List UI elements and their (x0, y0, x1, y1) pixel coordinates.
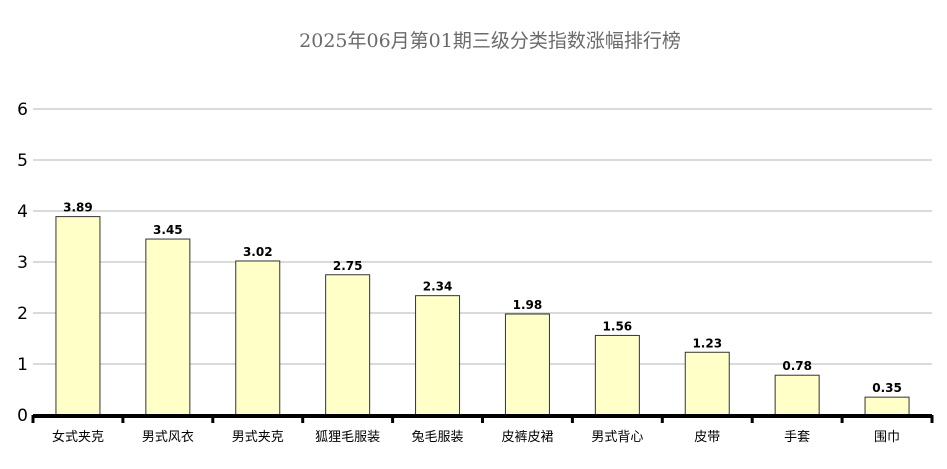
x-tick-label: 男式风衣 (142, 429, 194, 445)
bar (684, 351, 730, 416)
data-label: 1.56 (603, 319, 633, 333)
data-label: 0.35 (872, 381, 902, 395)
data-label: 2.75 (333, 259, 363, 273)
x-axis-ticks: 女式夹克 男式风衣 男式夹克 狐狸毛服装 兔毛服装 皮裤皮裙 男式背心 皮带 手套 围巾 (52, 429, 900, 445)
y-tick-label: 2 (17, 304, 28, 324)
x-tick-label: 男式背心 (591, 430, 643, 445)
data-label: 1.23 (692, 336, 722, 350)
bars (55, 216, 910, 416)
bar (235, 260, 281, 416)
bar (594, 334, 640, 416)
chart-title: 2025年06月第01期三级分类指数涨幅排行榜 (299, 30, 681, 52)
y-tick-label: 5 (17, 151, 28, 171)
y-axis-ticks: 0 1 2 3 4 5 6 (17, 100, 28, 426)
data-label: 3.45 (153, 223, 183, 237)
y-tick-label: 4 (17, 202, 28, 222)
y-tick-label: 6 (17, 100, 28, 120)
data-label: 3.02 (243, 245, 273, 259)
bar (55, 216, 101, 416)
data-label: 2.34 (423, 280, 453, 294)
x-axis (31, 414, 934, 423)
x-tick-label: 手套 (784, 429, 810, 445)
bar (504, 313, 550, 416)
bar (415, 295, 461, 416)
data-label: 0.78 (782, 359, 812, 373)
data-label: 1.98 (513, 298, 543, 312)
bar (325, 274, 371, 416)
y-tick-label: 1 (17, 355, 28, 375)
x-tick-label: 狐狸毛服装 (315, 430, 380, 445)
x-tick-label: 女式夹克 (52, 429, 104, 445)
x-tick-label: 围巾 (874, 430, 900, 445)
x-tick-label: 皮裤皮裙 (501, 430, 553, 445)
data-labels: 3.89 3.45 3.02 2.75 2.34 1.98 1.56 1.23 0.78 0.35 (63, 201, 902, 396)
bar (864, 396, 910, 416)
data-label: 3.89 (63, 201, 93, 215)
y-tick-label: 3 (17, 253, 28, 273)
x-tick-label: 男式夹克 (232, 430, 284, 445)
bar (774, 374, 820, 416)
y-tick-label: 0 (17, 406, 28, 426)
bar (145, 238, 191, 416)
x-tick-label: 皮带 (694, 430, 720, 445)
x-tick-label: 兔毛服装 (412, 430, 464, 445)
